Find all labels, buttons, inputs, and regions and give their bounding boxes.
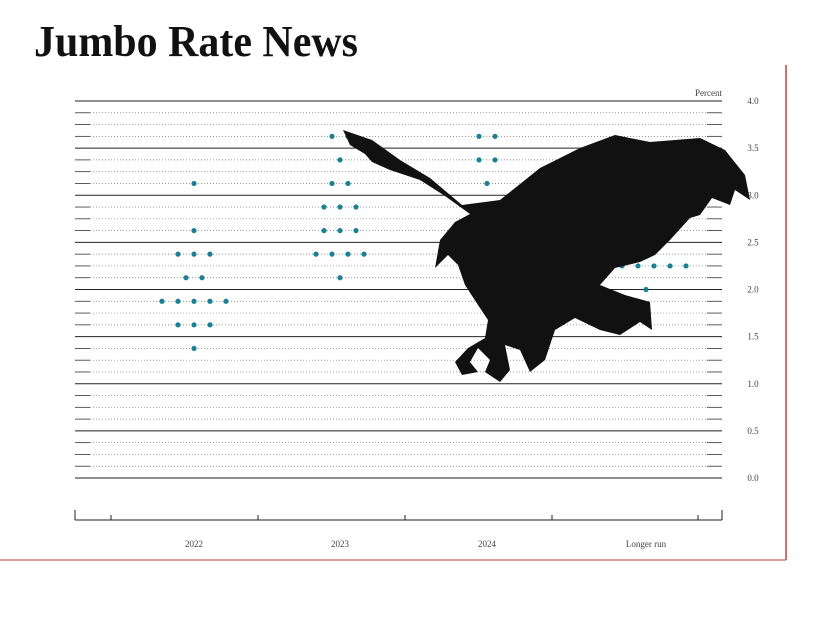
dot bbox=[635, 263, 641, 269]
dot bbox=[175, 298, 181, 304]
dot bbox=[345, 180, 351, 187]
dot bbox=[191, 298, 197, 304]
dot bbox=[199, 275, 205, 281]
dot bbox=[175, 251, 181, 257]
y-tick-label: 1.0 bbox=[747, 379, 759, 389]
dot bbox=[361, 251, 367, 257]
title: Jumbo Rate News bbox=[34, 17, 358, 66]
dot bbox=[492, 133, 498, 139]
hawk-silhouette bbox=[343, 130, 750, 382]
y-tick-label: 4.0 bbox=[747, 96, 759, 106]
dot bbox=[353, 227, 359, 234]
dot bbox=[353, 204, 359, 210]
dot bbox=[329, 180, 335, 187]
dot bbox=[337, 275, 343, 281]
dot bbox=[191, 322, 197, 328]
dot bbox=[313, 251, 319, 257]
y-axis-label: Percent bbox=[695, 88, 722, 98]
dot bbox=[651, 263, 657, 269]
dot bbox=[337, 227, 343, 234]
dot bbox=[321, 204, 327, 210]
y-tick-label: 0.5 bbox=[747, 426, 759, 436]
dot bbox=[476, 133, 482, 139]
y-tick-label: 3.0 bbox=[747, 190, 759, 200]
dot bbox=[207, 251, 213, 257]
dot bbox=[207, 322, 213, 328]
dot bbox=[643, 286, 649, 293]
dot bbox=[329, 133, 335, 139]
dot bbox=[492, 157, 498, 163]
dot bbox=[476, 157, 482, 163]
dot bbox=[223, 298, 229, 304]
dot bbox=[207, 298, 213, 304]
dot bbox=[337, 157, 343, 163]
y-tick-label: 0.0 bbox=[747, 473, 759, 483]
dot bbox=[191, 345, 197, 352]
x-tick-label: 2024 bbox=[478, 539, 497, 549]
dot bbox=[667, 263, 673, 269]
dot bbox=[329, 251, 335, 257]
dot bbox=[191, 227, 197, 234]
dot bbox=[484, 180, 490, 187]
y-tick-label: 3.5 bbox=[747, 143, 759, 153]
x-tick-label: Longer run bbox=[626, 539, 667, 549]
dot bbox=[159, 298, 165, 304]
dot bbox=[183, 275, 189, 281]
dot bbox=[683, 263, 689, 269]
dot bbox=[337, 204, 343, 210]
y-tick-label: 2.5 bbox=[747, 237, 759, 247]
y-tick-label: 2.0 bbox=[747, 285, 759, 295]
dot bbox=[191, 251, 197, 257]
x-tick-label: 2023 bbox=[331, 539, 350, 549]
x-tick-label: 2022 bbox=[185, 539, 203, 549]
y-tick-label: 1.5 bbox=[747, 332, 759, 342]
dot bbox=[345, 251, 351, 257]
dot bbox=[191, 180, 197, 187]
dot bbox=[321, 227, 327, 234]
dot bbox=[175, 322, 181, 328]
